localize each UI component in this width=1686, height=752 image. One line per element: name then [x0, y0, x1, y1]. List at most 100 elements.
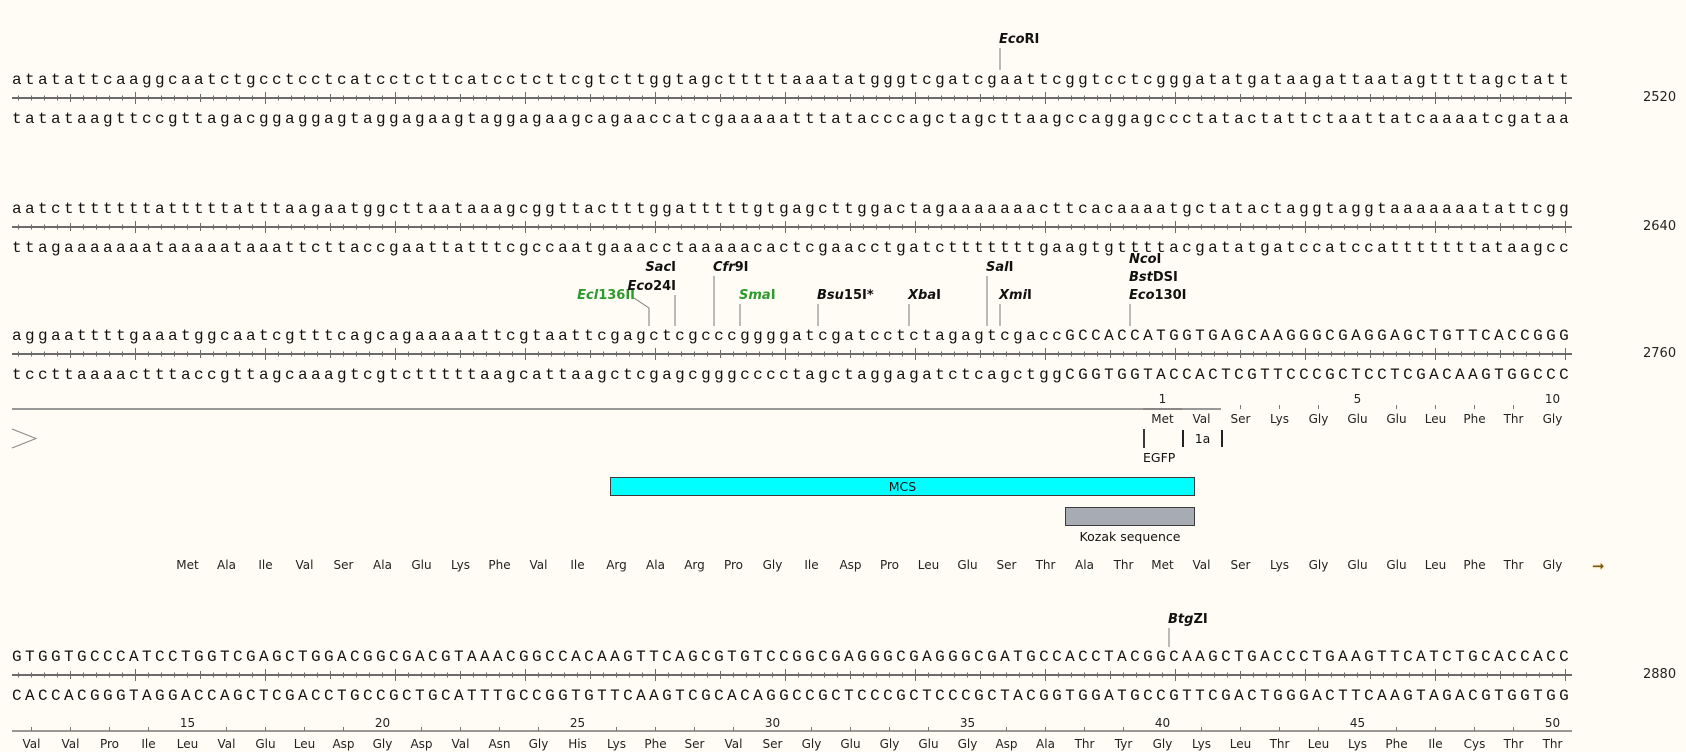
amino-acid: Ser	[1230, 412, 1251, 426]
amino-acid: Ile	[1428, 737, 1443, 751]
orf-amino-acid: Ile	[570, 558, 585, 572]
codon-number: 20	[374, 716, 391, 730]
line-end-position: 2640	[1643, 219, 1677, 234]
enzyme-name-italic: Bst	[1129, 270, 1153, 285]
amino-acid: Gly	[528, 737, 549, 751]
enzyme-name-italic: Eco	[627, 279, 654, 294]
orf-amino-acid: Gly	[762, 558, 783, 572]
codon-number: 15	[179, 716, 196, 730]
top-strand-sequence[interactable]: GTGGTGCCCATCCTGGTCGAGCTGGACGGCGACGTAAACG…	[12, 648, 1573, 666]
enzyme-label[interactable]: Eco24I	[628, 279, 676, 295]
codon-number: 30	[764, 716, 781, 730]
codon-number: 35	[959, 716, 976, 730]
amino-acid: Leu	[1307, 737, 1330, 751]
top-strand-sequence[interactable]: atatattcaaggcaatctgcctcctcatcctcttcatcct…	[12, 71, 1573, 89]
enzyme-label[interactable]: XmiI	[999, 288, 1032, 304]
bottom-strand-sequence[interactable]: tatataagttccgttagacggaggagtaggagaagtagga…	[12, 110, 1573, 128]
orf-amino-acid: Pro	[723, 558, 744, 572]
bottom-strand-sequence[interactable]: ttagaaaaaaataaaaataaattcttaccgaattatttcg…	[12, 239, 1573, 257]
egfp-segment-divider	[1221, 430, 1223, 447]
orf-amino-acid: Ala	[373, 558, 392, 572]
enzyme-name-italic: Eco	[1129, 288, 1155, 303]
bottom-strand-sequence[interactable]: CACCACGGGTAGGACCAGCTCGACCTGCCGCTGCATTTGC…	[12, 687, 1573, 705]
orf-amino-acid: Lys	[1270, 558, 1289, 572]
enzyme-name-roman: 9I	[734, 260, 749, 275]
orf-amino-acid: Ser	[333, 558, 354, 572]
orf-amino-acid: Gly	[1542, 558, 1563, 572]
amino-acid: Met	[1151, 412, 1174, 426]
enzyme-name-italic: Bsu	[817, 288, 844, 303]
egfp-feature-bar[interactable]: 1a	[1143, 429, 1223, 448]
amino-acid: Gly	[372, 737, 393, 751]
enzyme-name-italic: Sma	[739, 288, 771, 303]
enzyme-name-roman: 15I*	[843, 288, 874, 303]
orf-amino-acid: Arg	[606, 558, 627, 572]
enzyme-label[interactable]: BstDSI	[1129, 270, 1178, 286]
orf-arrow-right-icon[interactable]: ➞	[1592, 557, 1605, 575]
amino-acid: Glu	[255, 737, 276, 751]
orf-amino-acid: Phe	[1463, 558, 1486, 572]
amino-acid: Leu	[1424, 412, 1447, 426]
enzyme-label[interactable]: XbaI	[908, 288, 941, 304]
amino-acid: Phe	[1385, 737, 1408, 751]
enzyme-label[interactable]: Ecl136II	[577, 288, 635, 304]
orf-amino-acid: Ala	[1075, 558, 1094, 572]
enzyme-label[interactable]: SmaI	[739, 288, 776, 304]
enzyme-name-italic: Xmi	[999, 288, 1028, 303]
enzyme-name-roman: I	[671, 260, 676, 275]
enzyme-label[interactable]: NcoI	[1129, 252, 1161, 268]
top-strand-sequence[interactable]: aggaattttgaaatggcaatcgtttcagcagaaaaattcg…	[12, 327, 1573, 345]
amino-acid: Tyr	[1114, 737, 1133, 751]
amino-acid: His	[568, 737, 587, 751]
amino-acid: Gly	[957, 737, 978, 751]
enzyme-label[interactable]: EcoRI	[999, 32, 1039, 48]
orf-amino-acid: Glu	[1386, 558, 1407, 572]
codon-number: 10	[1544, 392, 1561, 406]
enzyme-name-roman: I	[936, 288, 941, 303]
bottom-strand-sequence[interactable]: tccttaaaactttaccgttagcaaagtcgtctttttaagc…	[12, 366, 1573, 384]
enzyme-name-italic: Ecl	[577, 288, 599, 303]
amino-acid: Pro	[99, 737, 120, 751]
enzyme-label[interactable]: Bsu15I*	[817, 288, 874, 304]
enzyme-label[interactable]: BtgZI	[1168, 612, 1208, 628]
amino-acid: Ile	[141, 737, 156, 751]
amino-acid: Gly	[1308, 412, 1329, 426]
amino-acid: Phe	[1463, 412, 1486, 426]
enzyme-name-italic: Sal	[986, 260, 1009, 275]
top-strand-sequence[interactable]: aatctttttttatttttatttaagaatggcttaataaagc…	[12, 200, 1573, 218]
enzyme-label[interactable]: SacI	[645, 260, 676, 276]
amino-acid: Lys	[1192, 737, 1211, 751]
codon-number: 1	[1158, 392, 1167, 406]
amino-acid: Lys	[607, 737, 626, 751]
amino-acid: Gly	[1542, 412, 1563, 426]
enzyme-name-italic: Xba	[908, 288, 937, 303]
orf-amino-acid: Thr	[1503, 558, 1524, 572]
mcs-feature-label: MCS	[888, 479, 917, 494]
amino-acid: Val	[217, 737, 236, 751]
orf-amino-acid: Leu	[917, 558, 940, 572]
enzyme-name-italic: Btg	[1168, 612, 1194, 627]
kozak-feature-label[interactable]: Kozak sequence	[1079, 529, 1181, 544]
egfp-insert-label: 1a	[1194, 431, 1211, 446]
egfp-segment-divider	[1182, 430, 1184, 447]
orf-amino-acid: Glu	[957, 558, 978, 572]
kozak-feature-bar[interactable]	[1065, 507, 1195, 526]
enzyme-label[interactable]: SalI	[986, 260, 1013, 276]
orf-amino-acid: Glu	[1347, 558, 1368, 572]
amino-acid: Asp	[995, 737, 1018, 751]
amino-acid: Thr	[1269, 737, 1290, 751]
orf-amino-acid: Thr	[1035, 558, 1056, 572]
codon-number: 5	[1353, 392, 1362, 406]
codon-number: 45	[1349, 716, 1366, 730]
orf-amino-acid: Leu	[1424, 558, 1447, 572]
mcs-feature-bar[interactable]: MCS	[610, 477, 1195, 496]
enzyme-label[interactable]: Eco130I	[1129, 288, 1187, 304]
codon-number: 25	[569, 716, 586, 730]
enzyme-name-roman: I	[1008, 260, 1014, 275]
enzyme-name-italic: Sac	[645, 260, 672, 275]
enzyme-label[interactable]: Cfr9I	[713, 260, 749, 276]
orf-amino-acid: Pro	[879, 558, 900, 572]
egfp-direction-arrow-icon	[11, 428, 38, 449]
egfp-feature-label[interactable]: EGFP	[1143, 450, 1176, 465]
enzyme-name-roman: I	[1027, 288, 1032, 303]
